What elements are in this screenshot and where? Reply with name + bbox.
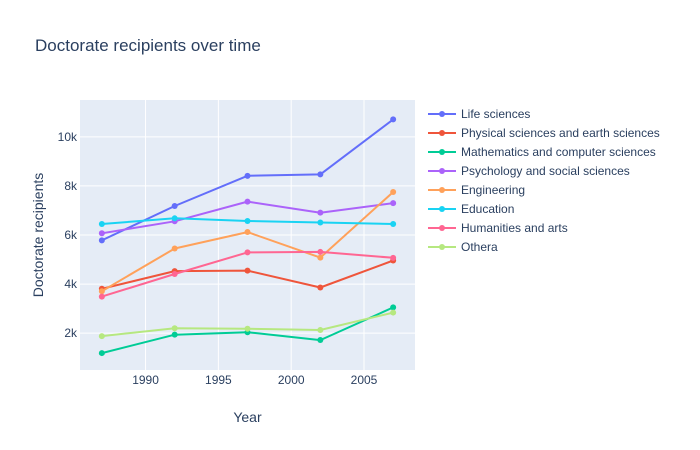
- x-tick-label: 2000: [278, 373, 305, 387]
- data-point[interactable]: [244, 218, 251, 225]
- data-point[interactable]: [171, 331, 178, 338]
- legend-label: Humanities and arts: [461, 221, 568, 235]
- legend-label: Psychology and social sciences: [461, 164, 630, 178]
- data-point[interactable]: [98, 230, 105, 237]
- legend-item[interactable]: Othera: [428, 240, 498, 254]
- data-point[interactable]: [171, 271, 178, 278]
- legend-label: Engineering: [461, 183, 525, 197]
- y-tick-label: 6k: [64, 228, 78, 242]
- y-tick-label: 4k: [64, 277, 78, 291]
- legend-item[interactable]: Life sciences: [428, 107, 530, 121]
- legend-label: Mathematics and computer sciences: [461, 145, 656, 159]
- x-tick-label: 1990: [132, 373, 159, 387]
- data-point[interactable]: [317, 219, 324, 226]
- data-point[interactable]: [317, 284, 324, 291]
- legend-item[interactable]: Humanities and arts: [428, 221, 568, 235]
- data-point[interactable]: [244, 172, 251, 179]
- legend-marker: [439, 130, 445, 136]
- legend-marker: [439, 187, 445, 193]
- data-point[interactable]: [317, 326, 324, 333]
- x-tick-label: 1995: [205, 373, 232, 387]
- data-point[interactable]: [171, 325, 178, 332]
- data-point[interactable]: [390, 309, 397, 316]
- legend-marker: [439, 111, 445, 117]
- data-point[interactable]: [390, 254, 397, 261]
- data-point[interactable]: [98, 237, 105, 244]
- series-0: [98, 116, 397, 244]
- legend[interactable]: Life sciences Physical sciences and earth…: [428, 107, 660, 254]
- legend-item[interactable]: Psychology and social sciences: [428, 164, 630, 178]
- x-axis-ticks: 1990 1995 2000 2005: [132, 373, 377, 387]
- data-point[interactable]: [171, 215, 178, 222]
- legend-item[interactable]: Physical sciences and earth sciences: [428, 126, 660, 140]
- legend-item[interactable]: Education: [428, 202, 514, 216]
- legend-item[interactable]: Engineering: [428, 183, 525, 197]
- series-layer: [98, 116, 397, 357]
- data-point[interactable]: [390, 220, 397, 227]
- data-point[interactable]: [317, 171, 324, 178]
- data-point[interactable]: [390, 200, 397, 207]
- data-point[interactable]: [98, 350, 105, 357]
- x-tick-label: 2005: [351, 373, 378, 387]
- data-point[interactable]: [98, 288, 105, 295]
- data-point[interactable]: [317, 337, 324, 344]
- y-axis-ticks: 2k 4k 6k 8k 10k: [58, 130, 78, 340]
- data-point[interactable]: [98, 220, 105, 227]
- data-point[interactable]: [244, 249, 251, 256]
- data-point[interactable]: [317, 209, 324, 216]
- data-point[interactable]: [171, 203, 178, 210]
- data-point[interactable]: [98, 293, 105, 300]
- y-tick-label: 2k: [64, 326, 78, 340]
- legend-marker: [439, 168, 445, 174]
- series-4: [98, 189, 397, 295]
- legend-label: Physical sciences and earth sciences: [461, 126, 660, 140]
- legend-marker: [439, 149, 445, 155]
- legend-label: Othera: [461, 240, 498, 254]
- legend-marker: [439, 206, 445, 212]
- data-point[interactable]: [390, 116, 397, 123]
- data-point[interactable]: [390, 304, 397, 311]
- y-axis-title: Doctorate recipients: [30, 173, 46, 298]
- data-point[interactable]: [390, 189, 397, 196]
- data-point[interactable]: [98, 333, 105, 340]
- series-6: [98, 248, 397, 300]
- y-tick-label: 8k: [64, 179, 78, 193]
- data-point[interactable]: [317, 248, 324, 255]
- legend-item[interactable]: Mathematics and computer sciences: [428, 145, 656, 159]
- series-7: [98, 309, 397, 340]
- legend-label: Education: [461, 202, 514, 216]
- legend-marker: [439, 244, 445, 250]
- data-point[interactable]: [244, 198, 251, 205]
- data-point[interactable]: [244, 325, 251, 332]
- chart-title: Doctorate recipients over time: [35, 36, 261, 55]
- data-point[interactable]: [171, 245, 178, 252]
- data-point[interactable]: [317, 254, 324, 261]
- data-point[interactable]: [244, 267, 251, 274]
- x-axis-title: Year: [233, 409, 262, 425]
- y-tick-label: 10k: [58, 130, 78, 144]
- series-5: [98, 215, 397, 227]
- data-point[interactable]: [244, 229, 251, 236]
- legend-label: Life sciences: [461, 107, 530, 121]
- legend-marker: [439, 225, 445, 231]
